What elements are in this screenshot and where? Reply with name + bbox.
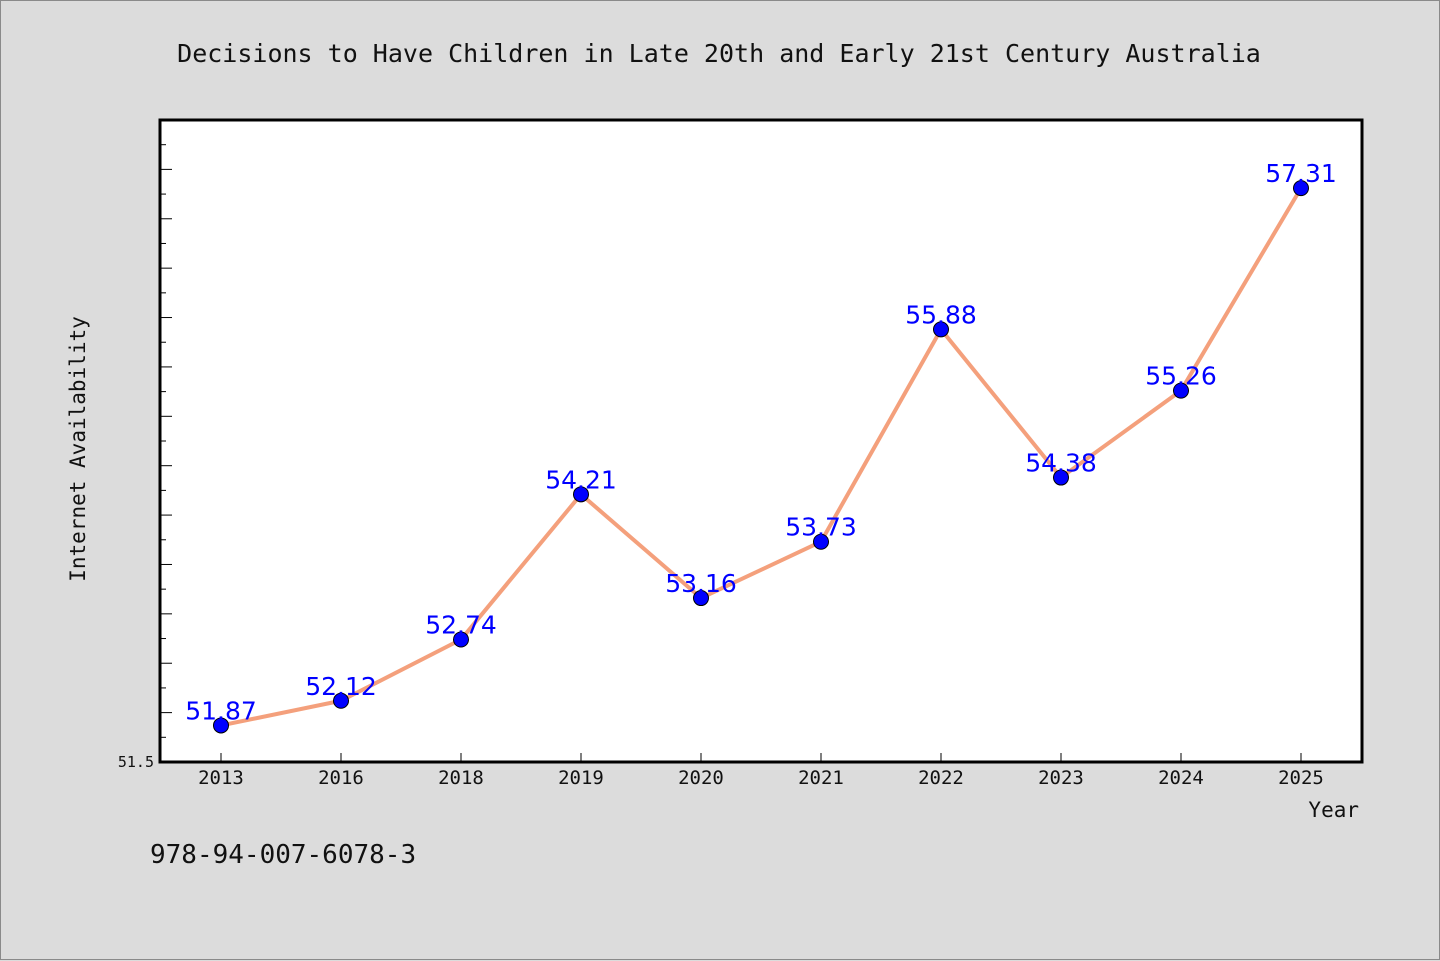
x-tick-label: 2019 [558, 767, 604, 789]
data-label: 57.31 [1265, 159, 1337, 188]
x-tick-label: 2020 [678, 767, 724, 789]
data-point [933, 321, 949, 338]
y-axis-label: Internet Availability [66, 316, 90, 582]
chart-title: Decisions to Have Children in Late 20th … [177, 39, 1261, 68]
x-tick-label: 2023 [1038, 767, 1084, 789]
data-point [813, 533, 829, 550]
data-point [1053, 469, 1069, 486]
data-label: 52.74 [425, 611, 497, 640]
x-tick-label: 2024 [1158, 767, 1204, 789]
data-label: 52.12 [305, 672, 377, 701]
x-tick-label: 2018 [438, 767, 484, 789]
x-tick-label: 2013 [198, 767, 244, 789]
data-point [1173, 382, 1189, 399]
data-point [1293, 180, 1309, 197]
data-point [333, 692, 349, 709]
x-tick-label: 2022 [918, 767, 964, 789]
x-tick-label: 2016 [318, 767, 364, 789]
series-line-group: 51.87 52.12 52.74 54.21 53.16 53.73 55.88 54.38… [185, 159, 1337, 734]
data-label: 53.73 [785, 513, 857, 542]
series-line [220, 187, 1303, 728]
x-tick-label: 2021 [798, 767, 844, 789]
data-label: 51.87 [185, 696, 257, 725]
data-point [453, 631, 469, 648]
footer-isbn: 978-94-007-6078-3 [150, 840, 416, 870]
y-tick-label: 51.5 [118, 753, 154, 771]
x-tick-label: 2025 [1278, 767, 1324, 789]
data-point [573, 486, 589, 503]
data-label: 54.21 [545, 465, 617, 494]
y-axis-ticks: 51.5 [118, 144, 172, 771]
data-point [213, 717, 229, 734]
data-label: 55.88 [905, 300, 977, 329]
data-label: 54.38 [1025, 449, 1097, 478]
data-label: 53.16 [665, 569, 737, 598]
x-axis-ticks: 2013 2016 2018 2019 2020 2021 2022 2023 2024 2025 [198, 753, 1324, 789]
data-label: 55.26 [1145, 362, 1217, 391]
data-point [693, 590, 709, 607]
x-axis-label: Year [1308, 798, 1359, 822]
plot-area [158, 118, 1364, 764]
